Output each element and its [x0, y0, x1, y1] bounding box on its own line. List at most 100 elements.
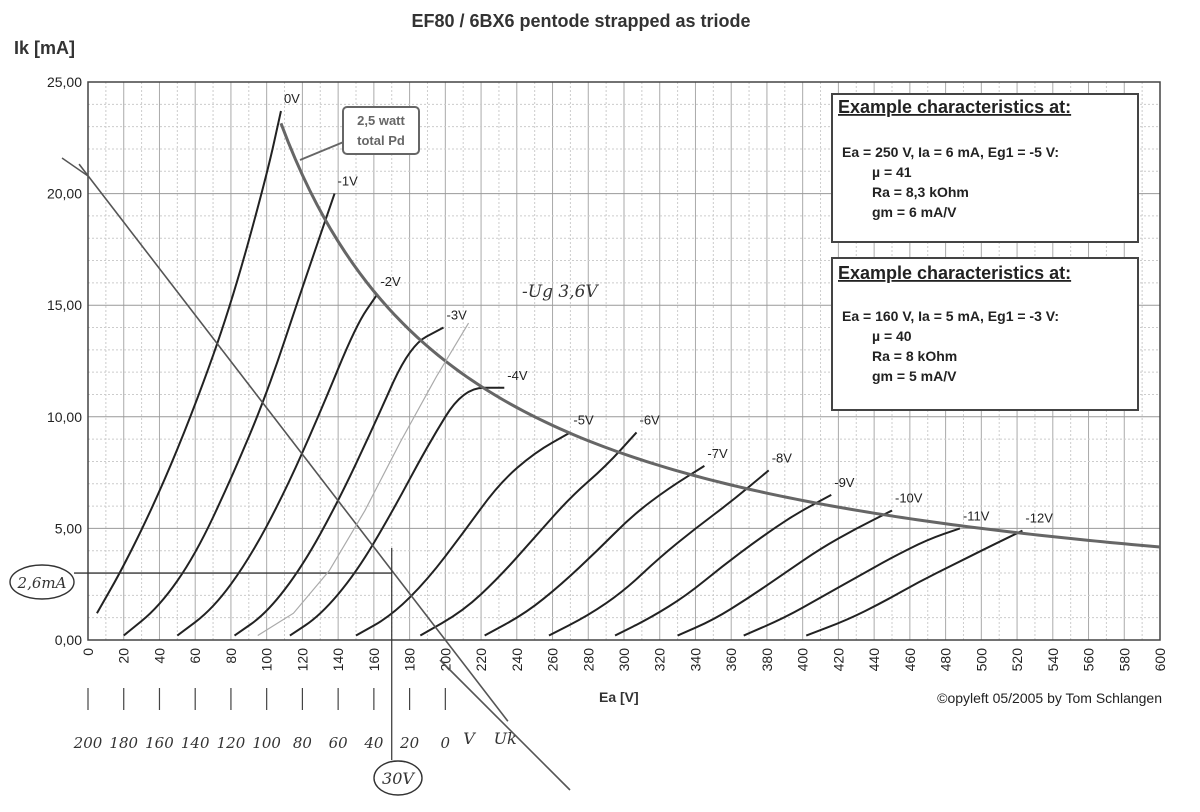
uk-scale-label: 40	[363, 734, 384, 752]
example-box-2-line2: µ = 40	[872, 328, 912, 344]
series-label: -10V	[895, 491, 923, 506]
x-tick-label: 100	[259, 648, 275, 672]
series-label: -11V	[963, 508, 990, 523]
uk-scale-label: 200	[73, 734, 103, 752]
x-tick-label: 280	[580, 648, 596, 672]
uk-scale-label: 180	[109, 734, 138, 752]
interpolated-grid-curve	[257, 322, 470, 637]
uk-scale-symbol: Uk	[494, 729, 517, 748]
x-tick-label: 60	[187, 648, 203, 664]
series-label: -8V	[772, 450, 793, 465]
series-label: -9V	[834, 475, 855, 490]
chart-title: EF80 / 6BX6 pentode strapped as triode	[411, 11, 750, 31]
example-box-1-line4: gm = 6 mA/V	[872, 204, 957, 220]
x-tick-label: 120	[294, 648, 310, 672]
power-dissipation-curve	[279, 122, 1161, 549]
x-axis-label: Ea [V]	[599, 689, 639, 705]
x-tick-label: 240	[509, 648, 525, 672]
series-label: -2V	[380, 274, 401, 289]
y-tick-label: 20,00	[47, 186, 82, 202]
example-box-1-line1: Ea = 250 V, Ia = 6 mA, Eg1 = -5 V:	[842, 144, 1059, 160]
x-tick-label: 380	[759, 648, 775, 672]
series-label: -3V	[447, 308, 468, 323]
x-tick-label: 140	[330, 648, 346, 672]
handwritten-voltage-note: 30V	[373, 760, 423, 796]
series-line	[96, 110, 282, 614]
series-label: -5V	[573, 412, 594, 427]
handwritten-uk-scale: 200 180 160 140 120 100 80 60 40 20 0 V Uk	[73, 688, 517, 752]
series-line	[805, 529, 1024, 637]
series-line	[484, 465, 705, 637]
series-label: -12V	[1025, 511, 1053, 526]
x-tick-label: 260	[545, 648, 561, 672]
plot-frame	[87, 81, 1161, 641]
x-tick-label: 300	[616, 648, 632, 672]
x-tick-label: 320	[652, 648, 668, 672]
y-tick-label: 5,00	[55, 520, 82, 536]
uk-scale-label: 0	[441, 734, 451, 752]
x-tick-label: 480	[938, 648, 954, 672]
x-tick-label: 600	[1152, 648, 1168, 672]
load-line-extension	[61, 157, 89, 177]
series-line	[355, 431, 571, 637]
copyright-note: ©opyleft 05/2005 by Tom Schlangen	[937, 690, 1162, 706]
series-line	[677, 509, 893, 637]
series-line	[743, 527, 961, 637]
x-tick-label: 360	[723, 648, 739, 672]
series-line	[123, 193, 336, 637]
series-label: -6V	[640, 412, 661, 427]
x-tick-label: 200	[437, 648, 453, 672]
x-tick-label: 40	[151, 648, 167, 664]
uk-scale-label: 20	[399, 734, 420, 752]
x-tick-label: 180	[402, 648, 418, 672]
series-label: -4V	[507, 368, 528, 383]
uk-scale-label: 140	[181, 734, 210, 752]
x-tick-label: 160	[366, 648, 382, 672]
load-line	[78, 163, 509, 722]
uk-scale-label: 120	[217, 734, 246, 752]
handwritten-voltage: 30V	[382, 769, 415, 788]
x-tick-label: 340	[687, 648, 703, 672]
x-tick-label: 0	[80, 648, 96, 656]
load-line-lower-extension	[439, 659, 571, 791]
pd-callout-line1: 2,5 watt	[357, 113, 405, 128]
example-box-2-line3: Ra = 8 kOhm	[872, 348, 957, 364]
x-tick-label: 540	[1045, 648, 1061, 672]
series-line	[614, 494, 832, 637]
y-axis-label: Ik [mA]	[14, 38, 75, 58]
x-tick-label: 580	[1116, 648, 1132, 672]
uk-scale-label: 100	[252, 734, 281, 752]
example-box-2: Example characteristics at: Ea = 160 V, …	[831, 257, 1139, 411]
series-label: -1V	[338, 174, 359, 189]
example-box-2-line1: Ea = 160 V, Ia = 5 mA, Eg1 = -3 V:	[842, 308, 1059, 324]
y-tick-label: 10,00	[47, 409, 82, 425]
series-label: 0V	[284, 91, 300, 106]
example-box-1: Example characteristics at: Ea = 250 V, …	[831, 93, 1139, 243]
handwritten-current-note: 2,6mA	[9, 564, 75, 600]
y-tick-label: 25,00	[47, 74, 82, 90]
series-label: -7V	[707, 446, 728, 461]
uk-scale-unit: V	[463, 729, 476, 748]
series-line	[233, 326, 445, 637]
overlay-lines	[61, 122, 1161, 791]
pd-callout: 2,5 watt total Pd	[342, 106, 420, 155]
x-tick-label: 520	[1009, 648, 1025, 672]
x-tick-label: 500	[973, 648, 989, 672]
x-tick-label: 420	[830, 648, 846, 672]
example-box-1-line3: Ra = 8,3 kOhm	[872, 184, 969, 200]
x-tick-label: 440	[866, 648, 882, 672]
uk-scale-label: 80	[293, 734, 313, 752]
x-tick-label: 80	[223, 648, 239, 664]
handwritten-current: 2,6mA	[17, 574, 67, 592]
x-tick-label: 220	[473, 648, 489, 672]
example-box-2-line4: gm = 5 mA/V	[872, 368, 957, 384]
handwritten-grid-label: -Ug 3,6V	[522, 282, 599, 302]
plot-axes: 0 20 40 60 80 100 120 140 160 180 200 220 240 260 280 3…	[47, 74, 1168, 671]
example-box-1-line2: µ = 41	[872, 164, 912, 180]
series-line	[289, 386, 505, 637]
y-tick-label: 0,00	[55, 632, 82, 648]
pd-callout-pointer	[299, 140, 347, 161]
pd-callout-line2: total Pd	[357, 133, 405, 148]
x-tick-label: 400	[795, 648, 811, 672]
